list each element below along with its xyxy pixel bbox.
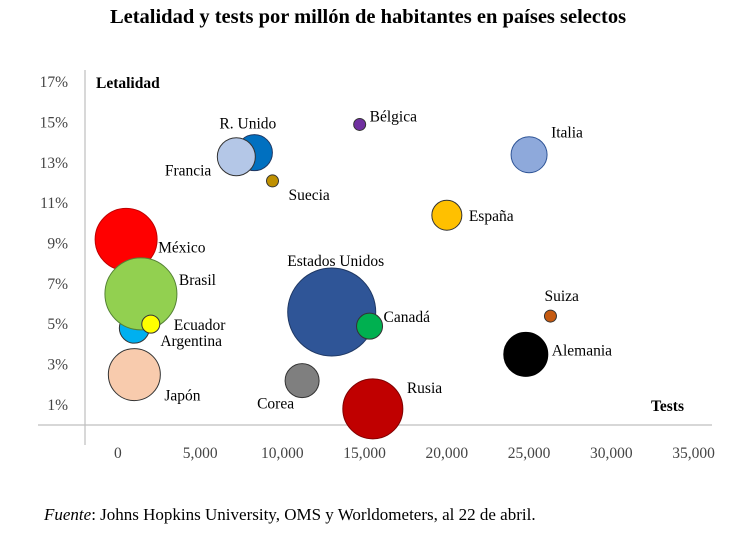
y-tick-label: 7% <box>47 276 68 293</box>
label-alemania: Alemania <box>552 342 612 359</box>
label-italia: Italia <box>551 125 583 142</box>
bubble-corea <box>284 363 320 399</box>
label-japon: Japón <box>164 388 200 405</box>
bubble-japon <box>107 348 161 402</box>
y-tick-label: 17% <box>40 74 69 91</box>
y-tick-label: 15% <box>40 114 69 131</box>
x-tick-label: 10,000 <box>261 445 304 462</box>
y-tick-label: 9% <box>47 235 68 252</box>
x-tick-label: 20,000 <box>426 445 469 462</box>
x-tick-label: 0 <box>114 445 122 462</box>
label-rusia: Rusia <box>407 380 442 397</box>
bubble-canada <box>356 312 384 340</box>
y-tick-label: 3% <box>47 356 68 373</box>
label-mexico: México <box>158 239 206 256</box>
label-estados-unidos: Estados Unidos <box>287 253 384 270</box>
bubble-belgica <box>353 117 367 131</box>
x-tick-label: 15,000 <box>343 445 386 462</box>
label-espana: España <box>469 208 514 225</box>
bubble-suecia <box>266 174 279 188</box>
bubble-espana <box>431 199 463 231</box>
label-francia: Francia <box>165 163 212 180</box>
label-belgica: Bélgica <box>370 108 417 125</box>
bubbles <box>94 117 557 440</box>
label-r-unido: R. Unido <box>219 116 276 133</box>
y-axis-title: Letalidad <box>96 75 160 92</box>
label-ecuador: Ecuador <box>174 317 226 334</box>
label-brasil: Brasil <box>179 272 216 289</box>
y-tick-label: 11% <box>40 195 68 212</box>
axes: 1% 3% 5% 7% 9% 11% 13% 15% 17% 0 5,000 10,000 15,000… <box>38 70 715 462</box>
label-suiza: Suiza <box>544 288 579 305</box>
bubble-estados-unidos <box>287 267 377 357</box>
x-tick-label: 35,000 <box>672 445 715 462</box>
label-argentina: Argentina <box>160 333 222 350</box>
bubble-rusia <box>342 378 404 440</box>
bubble-ecuador <box>141 314 161 334</box>
source-prefix: Fuente <box>44 505 92 524</box>
x-axis-title: Tests <box>651 398 684 415</box>
label-suecia: Suecia <box>289 187 330 204</box>
x-tick-label: 5,000 <box>183 445 218 462</box>
y-tick-label: 13% <box>40 155 69 172</box>
chart-title: Letalidad y tests por millón de habitant… <box>109 6 627 28</box>
label-corea: Corea <box>257 396 294 413</box>
x-tick-label: 30,000 <box>590 445 633 462</box>
labels: Japón Corea Rusia Estados Unidos Canadá Alema… <box>158 108 612 412</box>
bubble-italia <box>510 136 548 174</box>
bubble-brasil <box>104 257 178 331</box>
y-tick-label: 5% <box>47 316 68 333</box>
x-tick-label: 25,000 <box>508 445 551 462</box>
bubble-alemania <box>503 331 549 377</box>
label-canada: Canadá <box>384 309 431 326</box>
bubble-francia <box>216 137 256 177</box>
source-text: : Johns Hopkins University, OMS y Worldo… <box>91 505 536 524</box>
y-tick-label: 1% <box>47 397 68 414</box>
bubble-suiza <box>543 309 557 323</box>
source-note: Fuente: Johns Hopkins University, OMS y … <box>44 505 536 525</box>
